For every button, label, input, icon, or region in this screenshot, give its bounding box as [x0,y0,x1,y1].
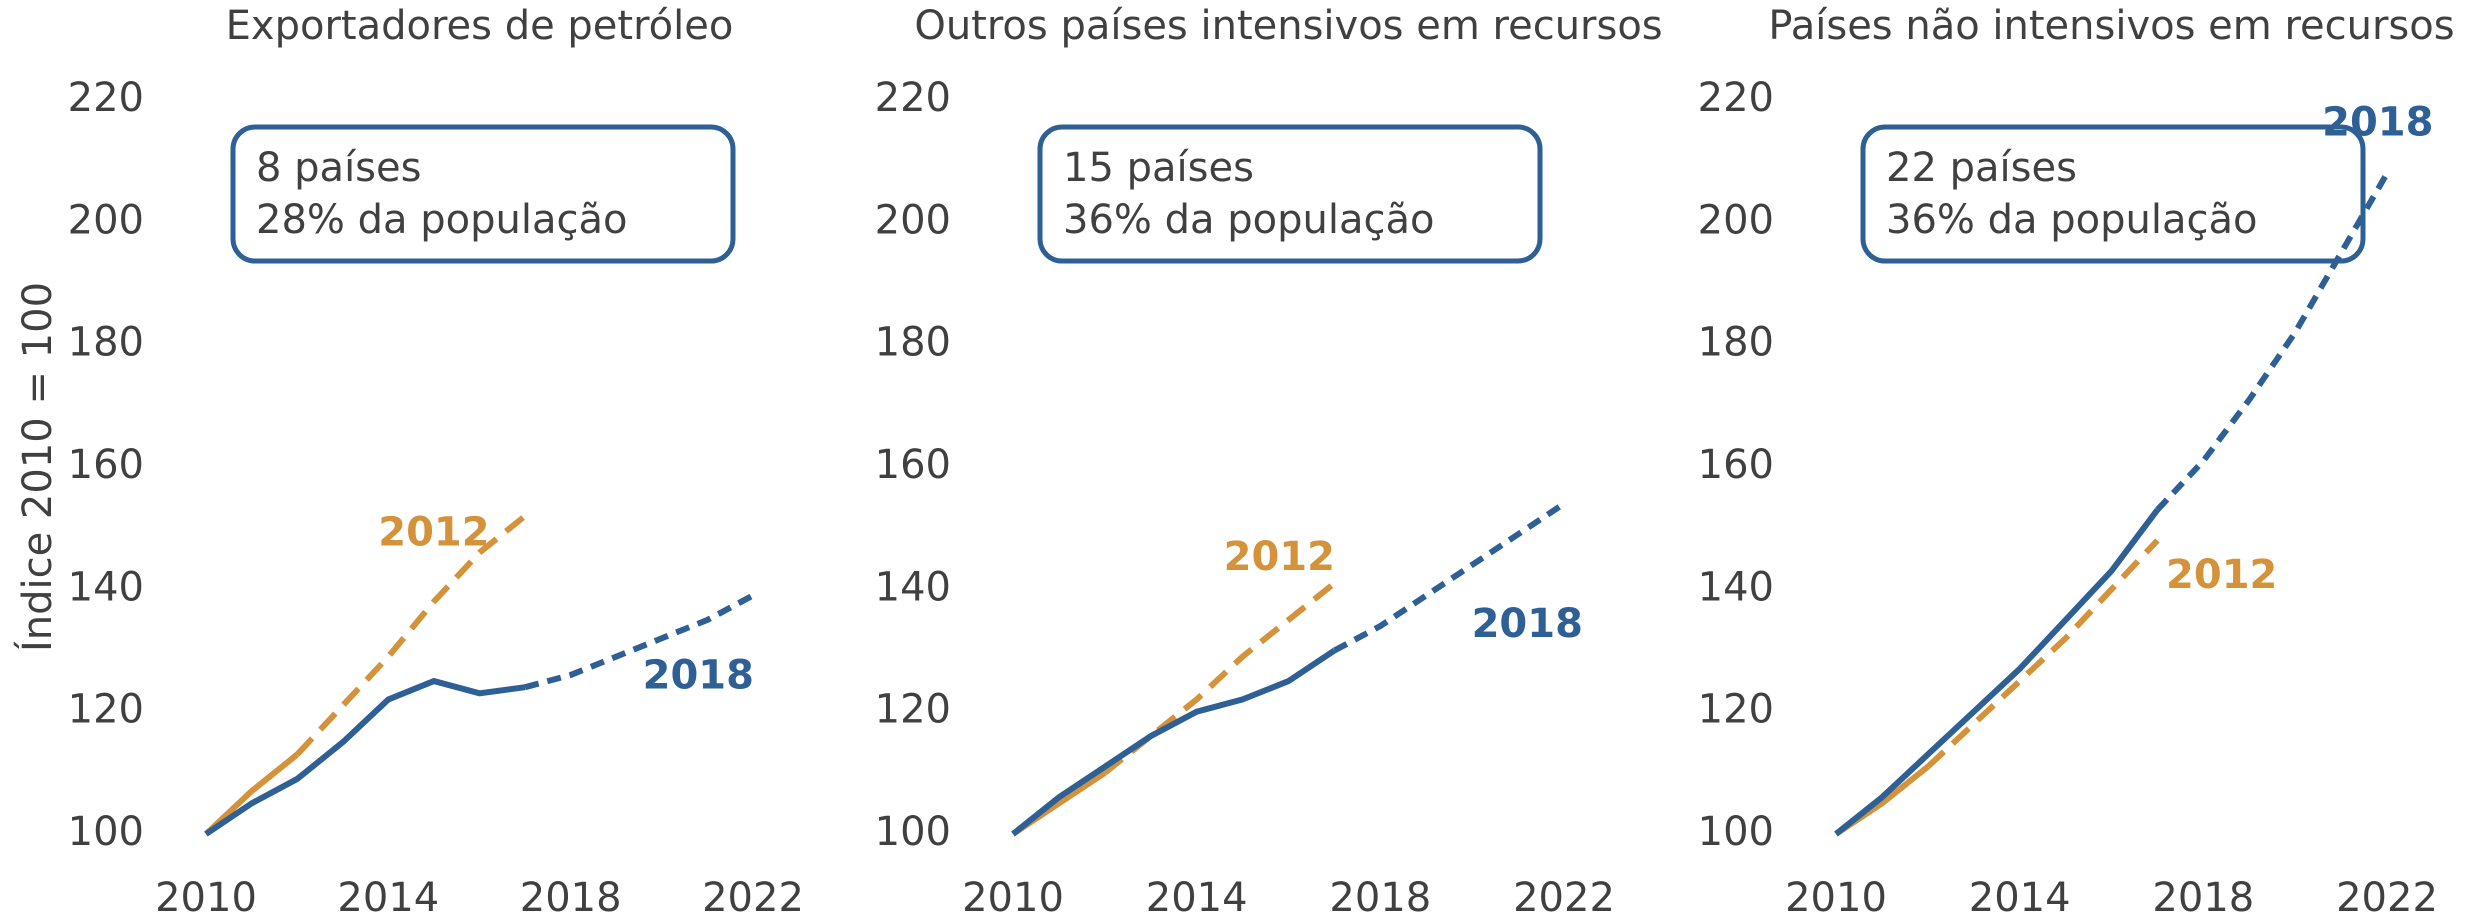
y-tick-label: 100 [68,809,144,855]
x-tick-label: 2014 [337,875,439,916]
y-tick-label: 120 [68,687,144,733]
series-line-projection [294,513,527,757]
series-label: 2018 [1472,601,1583,647]
annotation-text: 22 países [1886,145,2077,191]
y-tick-label: 120 [1698,687,1774,733]
annotation-text: 28% da população [256,197,627,243]
annotation-box [1037,124,1543,264]
x-tick-label: 2014 [1146,875,1248,916]
annotation-text: 8 países [256,145,421,191]
x-tick-label: 2010 [1785,875,1887,916]
x-tick-label: 2018 [520,875,622,916]
x-tick-label: 2022 [702,875,804,916]
panel-title: Países não intensivos em recursos [1768,3,2454,49]
y-tick-label: 120 [875,687,951,733]
annotation-text: 15 países [1063,145,1254,191]
x-tick-label: 2022 [2336,875,2438,916]
y-tick-label: 220 [875,75,951,121]
series-label: 2012 [1224,534,1335,580]
series-label: 2012 [2166,552,2277,598]
panel-title: Outros países intensivos em recursos [914,3,1662,49]
y-tick-label: 140 [875,564,951,610]
x-tick-label: 2014 [1969,875,2071,916]
panel-title: Exportadores de petróleo [226,3,734,49]
annotation-text: 36% da população [1886,197,2257,243]
series-label: 2018 [643,652,754,698]
series-line-projection [1925,538,2160,769]
y-tick-label: 160 [1698,442,1774,488]
y-tick-label: 100 [1698,809,1774,855]
y-tick-label: 180 [875,320,951,366]
series-line [1834,508,2160,837]
series-line [203,752,300,837]
annotation-text: 36% da população [1063,197,1434,243]
y-tick-label: 140 [1698,564,1774,610]
series-line-projection [2155,171,2390,512]
y-tick-label: 200 [875,197,951,243]
annotation-box [230,124,736,264]
y-tick-label: 100 [875,809,951,855]
x-tick-label: 2010 [155,875,257,916]
y-tick-label: 200 [1698,197,1774,243]
y-tick-label: 220 [68,75,144,121]
x-tick-label: 2022 [1513,875,1615,916]
x-tick-label: 2018 [2152,875,2254,916]
annotation-box [1860,124,2366,264]
y-tick-label: 200 [68,197,144,243]
y-tick-label: 160 [68,442,144,488]
x-tick-label: 2018 [1329,875,1431,916]
y-axis-label: Índice 2010 = 100 [13,282,61,652]
series-line-projection [524,592,755,691]
y-tick-label: 180 [68,320,144,366]
y-tick-label: 160 [875,442,951,488]
y-tick-label: 180 [1698,320,1774,366]
series-line [1011,648,1337,837]
x-tick-label: 2010 [962,875,1064,916]
y-tick-label: 220 [1698,75,1774,121]
series-label: 2012 [378,509,489,555]
y-tick-label: 140 [68,564,144,610]
series-line [204,677,526,837]
series-label: 2018 [2322,99,2433,145]
